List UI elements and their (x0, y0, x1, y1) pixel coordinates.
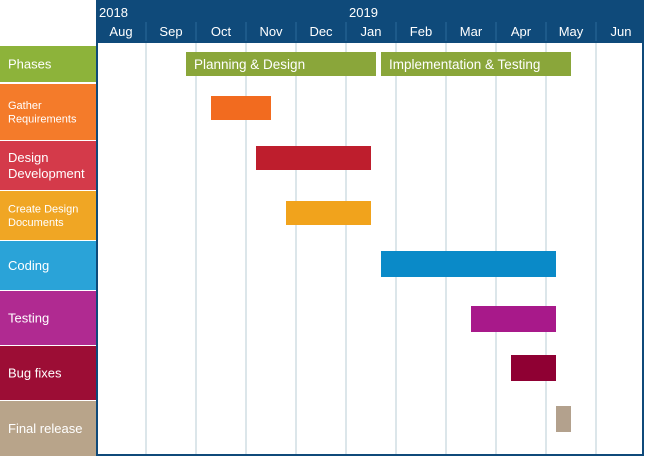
row-label-text: Testing (8, 311, 49, 326)
month-label: Nov (259, 24, 283, 39)
row-label-block (0, 191, 96, 240)
plot-frame (96, 41, 644, 456)
timeline-header-labels: 2018 2019 Aug Sep Oct Nov Dec Jan Feb Mar Apr May Ju… (99, 5, 631, 42)
month-label: Aug (109, 24, 132, 39)
phase-bar (186, 52, 376, 76)
month-label: May (559, 24, 584, 39)
task-bar (256, 146, 371, 170)
month-label: Oct (211, 24, 232, 39)
row-label-block (0, 84, 96, 140)
month-label: Sep (159, 24, 182, 39)
row-label-text: Development (8, 166, 85, 181)
phase-bar (381, 52, 571, 76)
task-bar (511, 355, 556, 381)
row-label-block (0, 141, 96, 190)
phase-label: Planning & Design (194, 57, 305, 72)
month-label: Jan (361, 24, 382, 39)
timeline-header (96, 0, 644, 42)
task-bar (471, 306, 556, 332)
year-label: 2019 (349, 5, 378, 20)
row-label-block (0, 241, 96, 290)
task-bar (556, 406, 571, 432)
row-label-block (0, 46, 96, 82)
row-labels: Phases Gather Requirements DesignDevelopmen… (0, 46, 96, 456)
row-label-text: Design (8, 150, 48, 165)
row-label-text: Requirements (8, 114, 77, 126)
row-label-text: Coding (8, 258, 49, 273)
row-label-text: Final release (8, 421, 82, 436)
month-label: Apr (511, 24, 532, 39)
task-bars (211, 96, 571, 432)
phase-bars: Planning & Design Implementation & Testin… (186, 52, 571, 76)
task-bar (381, 251, 556, 277)
task-bar (286, 201, 371, 225)
row-label-text: Gather (8, 100, 42, 112)
month-label: Feb (410, 24, 432, 39)
month-label: Mar (460, 24, 483, 39)
row-label-block (0, 291, 96, 345)
month-label: Jun (611, 24, 632, 39)
row-label-block (0, 346, 96, 400)
task-bar (211, 96, 271, 120)
year-label: 2018 (99, 5, 128, 20)
row-label-block (0, 401, 96, 456)
month-label: Dec (309, 24, 333, 39)
row-label-text: Documents (8, 217, 64, 229)
row-label-text: Phases (8, 57, 52, 72)
row-label-text: Bug fixes (8, 366, 62, 381)
phase-label: Implementation & Testing (389, 57, 540, 72)
row-label-text: Create Design (8, 203, 78, 215)
